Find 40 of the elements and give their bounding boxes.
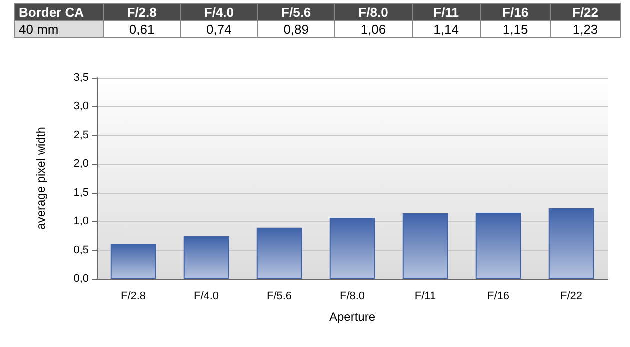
category-label: F/11 <box>434 4 459 20</box>
bar <box>184 236 230 279</box>
y-tick-label: 3,0 <box>74 100 89 113</box>
y-tick-label: 1,0 <box>74 216 89 228</box>
text: 40 mm <box>14 20 104 38</box>
chart-title: Border CA <box>14 4 104 20</box>
data-label: 1,06 <box>334 20 412 38</box>
category-label: F/22 <box>572 4 599 20</box>
y-tick-label: 0,5 <box>74 244 89 256</box>
bar <box>110 244 156 279</box>
category-label: F/4.0 <box>204 4 234 20</box>
bar <box>548 208 594 279</box>
data-label: 0,89 <box>258 20 335 38</box>
y-tick-label: 2,5 <box>74 129 89 142</box>
data-label: 1,15 <box>480 20 551 38</box>
bar <box>330 218 376 279</box>
y-axis-title: average pixel width <box>34 127 48 230</box>
data-label: 1,14 <box>412 20 481 38</box>
x-tick-label: F/11 <box>414 290 436 302</box>
y-tick-label: 3,5 <box>74 72 89 84</box>
data-label: 1,23 <box>550 20 620 38</box>
bar <box>402 214 448 279</box>
data-label: 0,61 <box>104 20 181 38</box>
category-label: F/8.0 <box>358 4 388 20</box>
category-label: F/16 <box>502 4 529 20</box>
y-tick-label: 2,0 <box>74 158 89 170</box>
bar <box>476 212 522 279</box>
x-tick-label: F/22 <box>560 290 583 302</box>
y-tick-label: 0,0 <box>74 273 89 285</box>
y-tick-label: 1,5 <box>74 186 89 199</box>
x-axis-title: Aperture <box>329 310 376 324</box>
x-tick-label: F/8.0 <box>340 290 366 302</box>
category-label: F/2.8 <box>127 4 157 20</box>
x-tick-label: F/4.0 <box>194 290 220 302</box>
x-tick-label: F/5.6 <box>266 290 292 302</box>
data-label: 0,74 <box>180 20 258 38</box>
bar <box>256 228 302 279</box>
category-label: F/5.6 <box>282 4 312 20</box>
x-tick-label: F/2.8 <box>120 290 146 302</box>
x-tick-label: F/16 <box>487 290 510 302</box>
